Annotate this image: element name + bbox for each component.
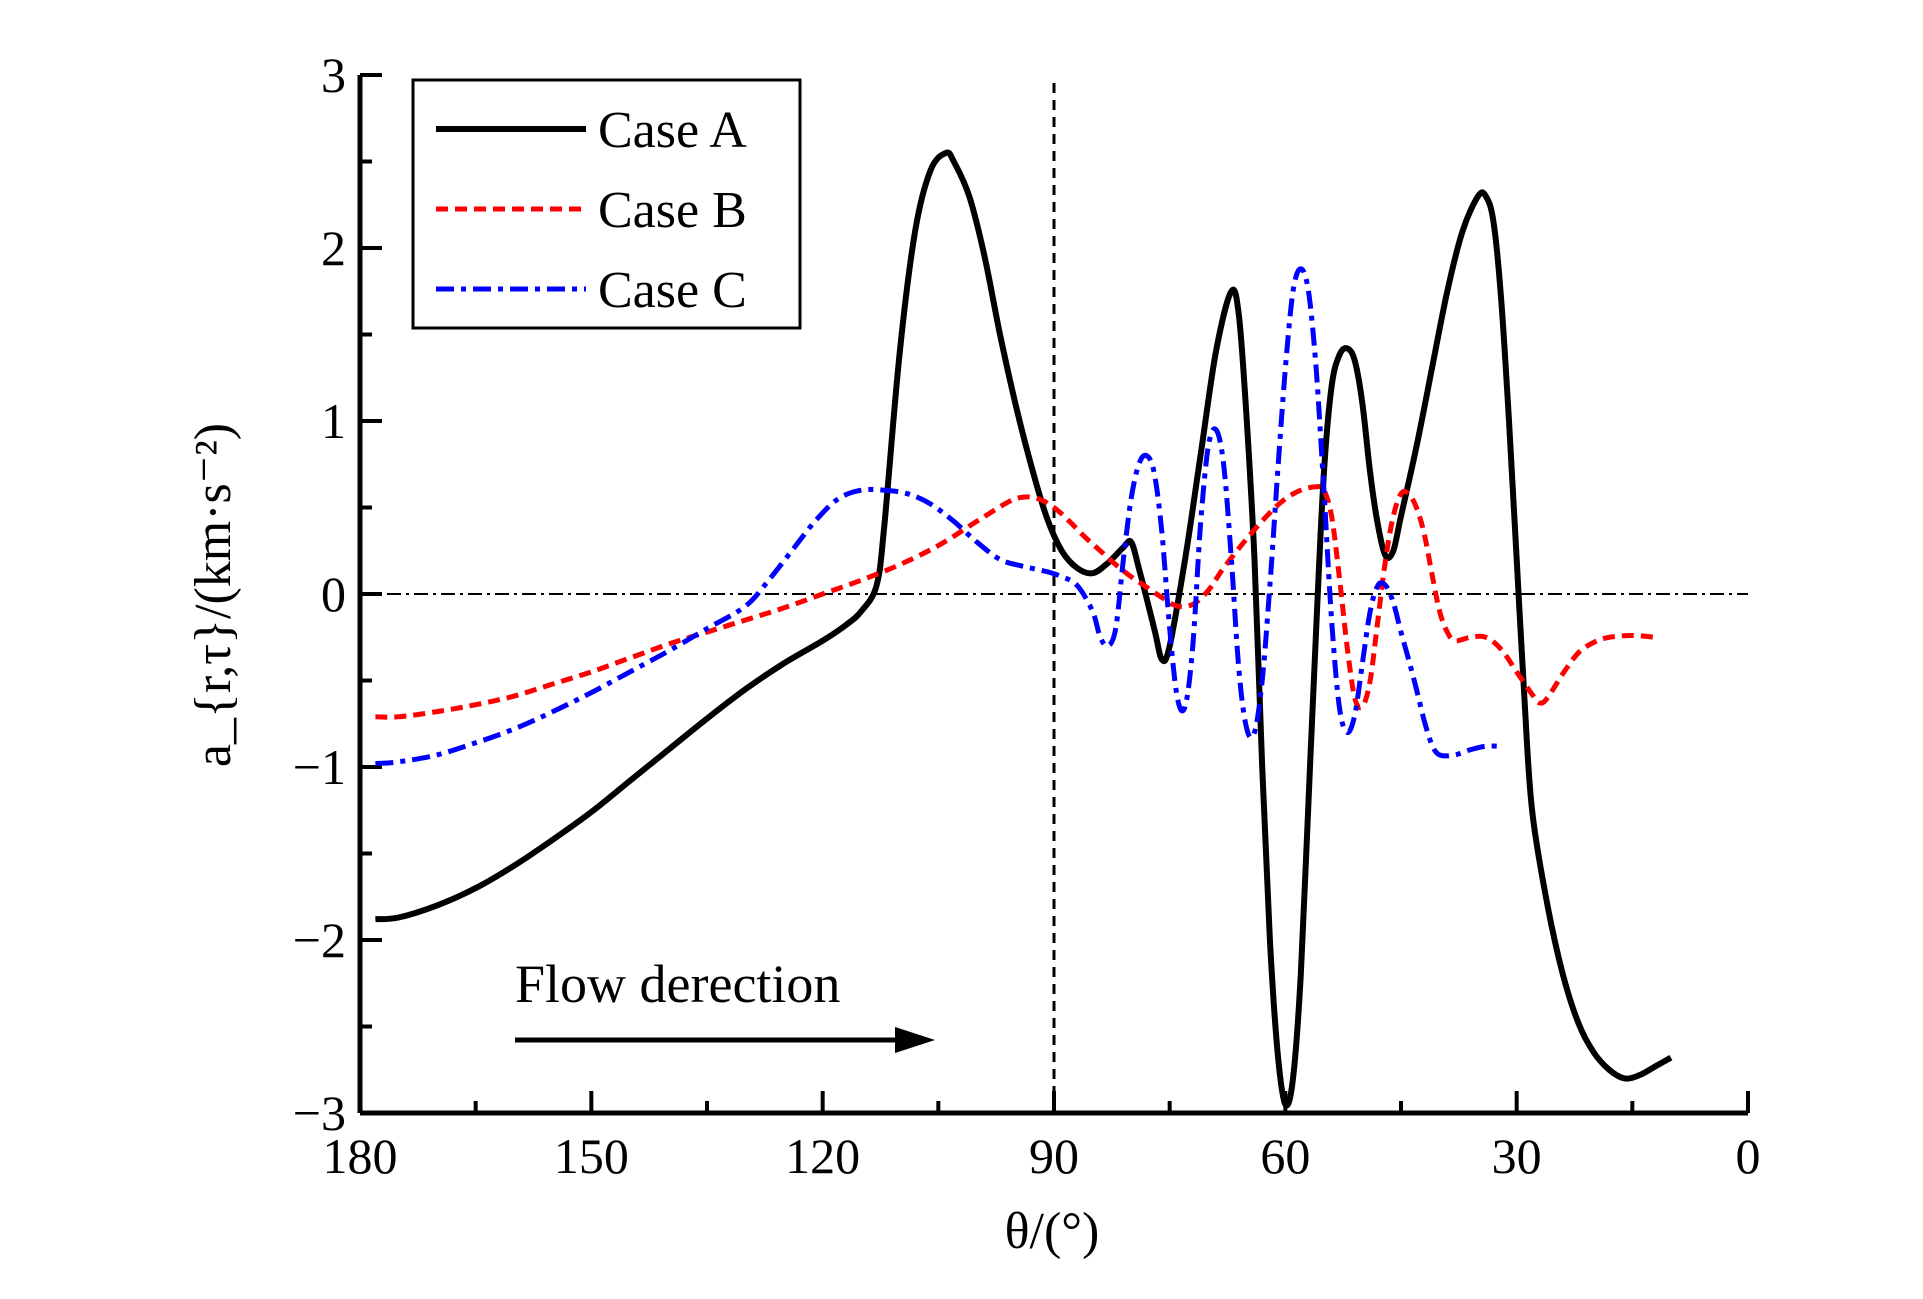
series-line-case-b <box>375 484 1656 720</box>
y-axis-label: a_{r,τ}/(km·s⁻²) <box>185 423 242 767</box>
x-tick-label: 0 <box>1736 1128 1761 1184</box>
y-tick-label: 0 <box>321 566 346 622</box>
flow-direction-arrow-head <box>895 1027 935 1053</box>
x-tick-label: 30 <box>1492 1128 1542 1184</box>
x-tick-label: 150 <box>554 1128 629 1184</box>
legend-label-case-c: Case C <box>598 262 747 319</box>
y-tick-label: 2 <box>321 220 346 276</box>
x-axis-label: θ/(°) <box>1005 1203 1100 1260</box>
y-tick-label: −1 <box>293 739 346 795</box>
flow-annotation: Flow derection <box>515 954 935 1053</box>
legend: Case A Case B Case C <box>411 78 802 330</box>
series-lines <box>375 149 1673 1109</box>
y-tick-label: −3 <box>293 1085 346 1141</box>
x-tick-label: 180 <box>323 1128 398 1184</box>
y-tick-label: 3 <box>321 47 346 103</box>
legend-label-case-b: Case B <box>598 182 747 239</box>
reference-lines <box>360 83 1748 1113</box>
legend-label-case-a: Case A <box>598 102 747 159</box>
y-tick-label: −2 <box>293 912 346 968</box>
y-tick-label: 1 <box>321 393 346 449</box>
flow-direction-text: Flow derection <box>515 954 840 1014</box>
x-tick-label: 90 <box>1029 1128 1079 1184</box>
x-tick-label: 60 <box>1260 1128 1310 1184</box>
tick-labels: 180 150 120 90 60 30 0 −3 −2 −1 0 1 2 3 <box>293 47 1761 1184</box>
x-tick-label: 120 <box>785 1128 860 1184</box>
series-line-case-c <box>375 266 1502 766</box>
tick-marks <box>358 73 1750 1115</box>
